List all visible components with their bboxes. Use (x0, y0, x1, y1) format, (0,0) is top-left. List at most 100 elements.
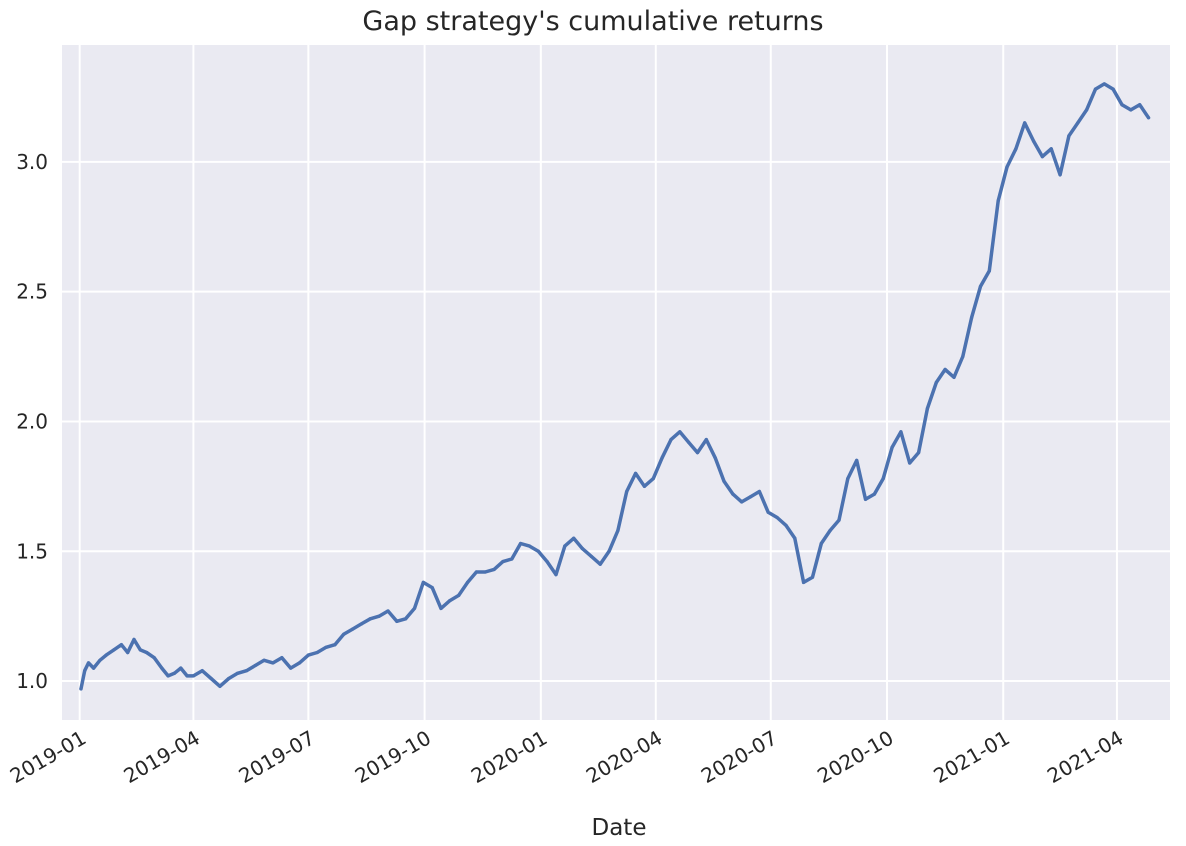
x-tick-label: 2019-01 (6, 726, 90, 789)
y-axis: 1.0 1.5 2.0 2.5 3.0 (16, 150, 48, 693)
data-point (669, 438, 673, 442)
data-point (872, 492, 876, 496)
data-point (324, 645, 328, 649)
data-point (952, 375, 956, 379)
x-tick-label: 2019-07 (234, 726, 318, 789)
data-point (1040, 155, 1044, 159)
data-point (191, 674, 195, 678)
data-point (253, 663, 257, 668)
data-point (1076, 121, 1080, 125)
data-point (126, 650, 130, 655)
data-point (678, 430, 682, 434)
data-point (1138, 103, 1142, 107)
data-point (342, 632, 346, 636)
data-point (819, 541, 823, 546)
data-point (98, 658, 102, 662)
data-point (890, 445, 894, 450)
grid-layer (62, 45, 1170, 720)
data-point (179, 666, 183, 670)
data-point (368, 617, 372, 621)
data-point (271, 661, 275, 665)
x-tick-label: 2020-10 (813, 726, 897, 789)
data-point (899, 430, 903, 434)
data-point (784, 523, 788, 527)
data-point (916, 450, 921, 455)
data-point (1031, 139, 1036, 143)
x-axis-label: Date (592, 815, 647, 841)
data-point (1005, 165, 1009, 169)
data-point (1067, 134, 1071, 138)
data-point (404, 617, 408, 621)
data-point (536, 549, 540, 553)
data-point (510, 557, 514, 561)
data-point (152, 656, 156, 660)
data-point (1146, 116, 1151, 120)
data-point (925, 406, 930, 411)
data-point (828, 528, 832, 533)
data-point (633, 471, 638, 475)
data-point (439, 606, 443, 610)
x-axis: 2019-01 2019-04 2019-07 2019-10 2020-01 2020-… (6, 726, 1128, 789)
data-point (218, 684, 222, 688)
data-point (1102, 82, 1106, 86)
data-point (545, 560, 549, 564)
data-point (297, 661, 302, 665)
data-point (846, 476, 850, 481)
data-point (483, 570, 487, 574)
data-point (855, 458, 859, 462)
data-point (527, 544, 532, 548)
data-point (1058, 173, 1062, 177)
data-point (91, 666, 96, 670)
data-point (598, 562, 602, 566)
data-point (386, 609, 390, 613)
data-point (112, 648, 116, 652)
y-tick-label: 2.0 (16, 409, 48, 433)
data-point (589, 554, 593, 559)
data-point (934, 380, 938, 385)
data-point (810, 575, 815, 579)
data-point (1129, 108, 1133, 112)
data-point (289, 666, 293, 670)
y-tick-label: 3.0 (16, 150, 48, 174)
data-point (554, 573, 558, 577)
data-point (978, 284, 983, 289)
data-point (421, 580, 425, 585)
data-point (236, 671, 240, 675)
data-point (961, 354, 965, 359)
y-tick-label: 2.5 (16, 280, 48, 304)
data-point (863, 497, 868, 501)
data-point (687, 440, 691, 444)
data-point (280, 656, 284, 660)
data-point (244, 669, 249, 673)
data-point (395, 619, 399, 623)
data-point (315, 650, 319, 655)
data-point (572, 536, 576, 540)
data-point (1111, 87, 1115, 91)
data-point (492, 567, 496, 572)
data-point (793, 536, 797, 540)
data-point (757, 489, 761, 494)
x-tick-label: 2021-04 (1043, 726, 1127, 789)
data-point (333, 643, 337, 647)
data-point (607, 549, 611, 553)
data-point (501, 560, 505, 564)
data-point (731, 492, 735, 496)
data-point (642, 484, 647, 488)
data-point (766, 510, 770, 514)
data-point (837, 518, 841, 522)
x-tick-label: 2020-04 (582, 726, 666, 789)
data-point (200, 669, 204, 673)
data-point (145, 650, 149, 655)
data-point (350, 627, 355, 631)
data-point (465, 580, 470, 585)
x-tick-label: 2020-07 (697, 726, 781, 789)
data-point (83, 669, 87, 673)
data-point (227, 676, 231, 681)
data-point (1093, 87, 1098, 91)
data-point (448, 598, 452, 603)
data-point (616, 528, 620, 533)
data-point (704, 438, 708, 442)
data-point (306, 653, 310, 657)
data-point (457, 593, 461, 597)
